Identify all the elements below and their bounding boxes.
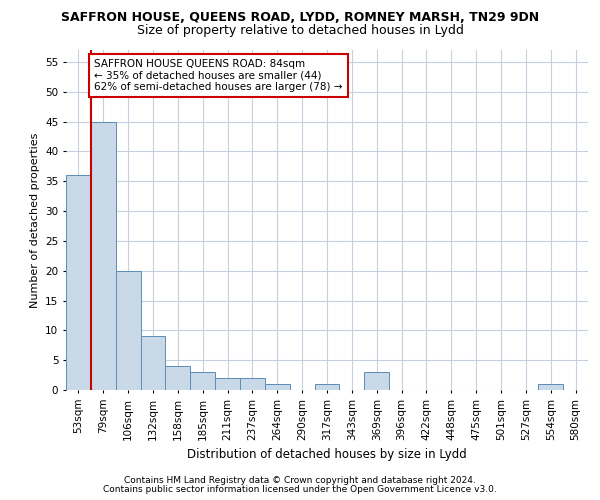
Bar — [116, 270, 140, 390]
Bar — [140, 336, 166, 390]
Text: Contains public sector information licensed under the Open Government Licence v3: Contains public sector information licen… — [103, 485, 497, 494]
Bar — [314, 384, 340, 390]
X-axis label: Distribution of detached houses by size in Lydd: Distribution of detached houses by size … — [187, 448, 467, 461]
Text: Size of property relative to detached houses in Lydd: Size of property relative to detached ho… — [137, 24, 463, 37]
Bar — [91, 122, 116, 390]
Y-axis label: Number of detached properties: Number of detached properties — [29, 132, 40, 308]
Bar — [190, 372, 215, 390]
Bar — [66, 176, 91, 390]
Bar — [364, 372, 389, 390]
Bar — [538, 384, 563, 390]
Text: Contains HM Land Registry data © Crown copyright and database right 2024.: Contains HM Land Registry data © Crown c… — [124, 476, 476, 485]
Bar — [166, 366, 190, 390]
Text: SAFFRON HOUSE QUEENS ROAD: 84sqm
← 35% of detached houses are smaller (44)
62% o: SAFFRON HOUSE QUEENS ROAD: 84sqm ← 35% o… — [94, 59, 343, 92]
Bar — [240, 378, 265, 390]
Bar — [215, 378, 240, 390]
Bar — [265, 384, 290, 390]
Text: SAFFRON HOUSE, QUEENS ROAD, LYDD, ROMNEY MARSH, TN29 9DN: SAFFRON HOUSE, QUEENS ROAD, LYDD, ROMNEY… — [61, 11, 539, 24]
